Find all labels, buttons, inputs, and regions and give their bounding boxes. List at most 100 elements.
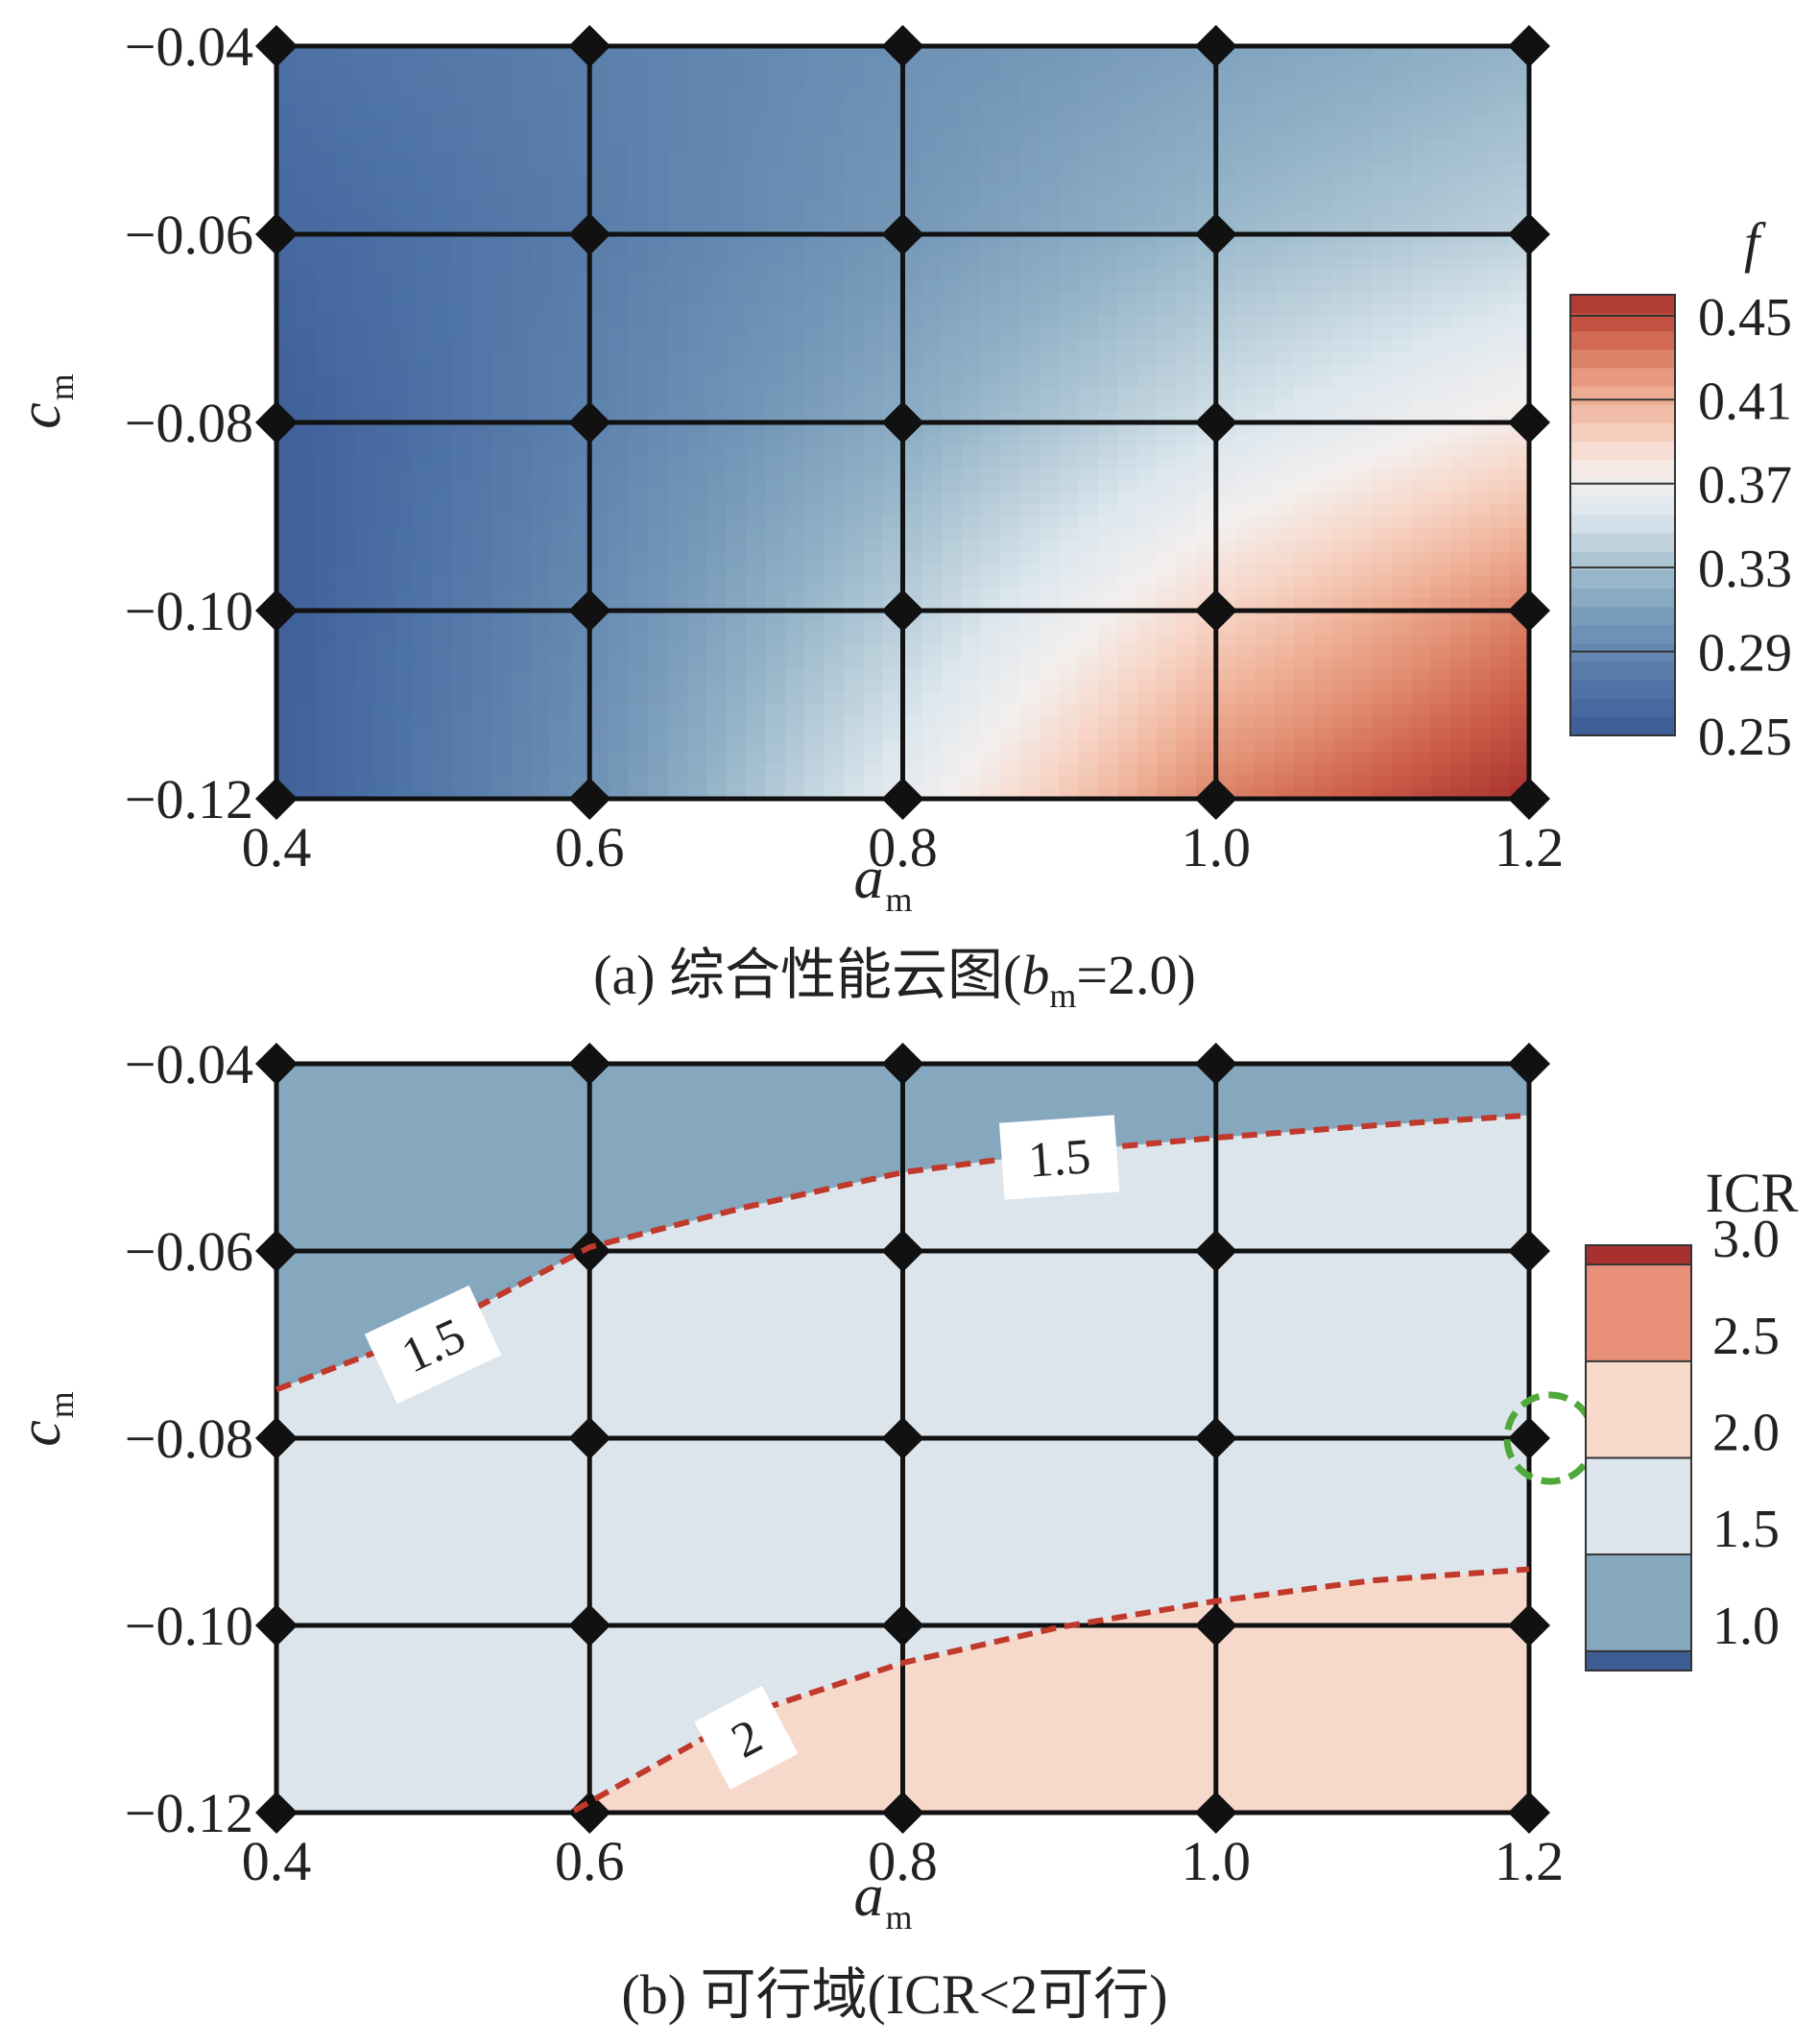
heatmap-cell	[746, 480, 767, 493]
heatmap-cell	[471, 775, 492, 788]
heatmap-cell	[746, 128, 767, 141]
heatmap-cell	[804, 728, 825, 741]
heatmap-cell	[726, 374, 747, 388]
contour-label-box	[998, 1115, 1120, 1200]
heatmap-cell	[550, 316, 571, 329]
heatmap-cell	[628, 751, 649, 764]
heatmap-cell	[275, 516, 297, 529]
heatmap-cell	[746, 280, 767, 294]
heatmap-cell	[315, 563, 336, 576]
heatmap-cell	[1352, 198, 1374, 211]
heatmap-cell	[511, 163, 532, 177]
heatmap-cell	[1078, 104, 1099, 117]
heatmap-cell	[1196, 634, 1217, 647]
heatmap-cell	[471, 445, 492, 459]
heatmap-cell	[726, 398, 747, 412]
heatmap-cell	[373, 257, 395, 271]
heatmap-cell	[1255, 92, 1276, 106]
heatmap-cell	[315, 739, 336, 753]
heatmap-cell	[334, 374, 356, 388]
heatmap-cell	[1255, 751, 1276, 764]
heatmap-cell	[373, 692, 395, 706]
heatmap-cell	[1332, 45, 1353, 59]
heatmap-cell	[1117, 410, 1138, 423]
heatmap-cell	[490, 151, 513, 164]
heatmap-cell	[1196, 540, 1217, 553]
heatmap-cell	[1000, 222, 1021, 235]
heatmap-cell	[394, 657, 415, 670]
heatmap-cell	[1509, 386, 1530, 399]
heatmap-cell	[490, 775, 513, 788]
heatmap-cell	[1274, 257, 1295, 271]
heatmap-cell	[1332, 645, 1353, 659]
heatmap-cell	[804, 421, 825, 435]
heatmap-cell	[1332, 410, 1353, 423]
heatmap-cell	[961, 469, 982, 482]
heatmap-cell	[726, 363, 747, 376]
heatmap-cell	[1313, 104, 1334, 117]
heatmap-cell	[550, 363, 571, 376]
heatmap-cell	[530, 292, 551, 305]
heatmap-cell	[1019, 681, 1041, 694]
heatmap-cell	[844, 551, 865, 565]
heatmap-cell	[1352, 233, 1374, 247]
heatmap-cell	[1274, 245, 1295, 258]
heatmap-cell	[394, 410, 415, 423]
heatmap-cell	[1489, 421, 1511, 435]
heatmap-cell	[667, 657, 688, 670]
heatmap-cell	[394, 374, 415, 388]
heatmap-cell	[354, 540, 375, 553]
heatmap-cell	[354, 739, 375, 753]
heatmap-cell	[961, 163, 982, 177]
heatmap-cell	[315, 621, 336, 635]
heatmap-cell	[1391, 269, 1413, 282]
heatmap-cell	[296, 493, 317, 506]
heatmap-cell	[1372, 645, 1393, 659]
heatmap-cell	[373, 621, 395, 635]
heatmap-cell	[1332, 292, 1353, 305]
heatmap-cell	[354, 45, 375, 59]
heatmap-cell	[1470, 398, 1491, 412]
heatmap-cell	[373, 45, 395, 59]
heatmap-cell	[863, 751, 884, 764]
heatmap-cell	[1430, 304, 1451, 318]
heatmap-cell	[511, 493, 532, 506]
heatmap-cell	[1059, 386, 1080, 399]
heatmap-cell	[315, 762, 336, 776]
heatmap-cell	[1215, 480, 1236, 493]
colorbar-tick-label: 2.5	[1712, 1307, 1780, 1366]
heatmap-cell	[1372, 668, 1393, 682]
heatmap-cell	[1117, 493, 1138, 506]
heatmap-cell	[452, 540, 473, 553]
heatmap-cell	[394, 551, 415, 565]
heatmap-cell	[1157, 574, 1178, 588]
heatmap-cell	[1294, 327, 1315, 341]
heatmap-cell	[1078, 445, 1099, 459]
heatmap-cell	[706, 775, 728, 788]
heatmap-cell	[550, 751, 571, 764]
heatmap-cell	[1470, 527, 1491, 541]
heatmap-cell	[1450, 739, 1471, 753]
heatmap-cell	[315, 657, 336, 670]
heatmap-cell	[1372, 634, 1393, 647]
heatmap-cell	[275, 728, 297, 741]
heatmap-cell	[1274, 233, 1295, 247]
heatmap-cell	[765, 128, 786, 141]
heatmap-cell	[354, 762, 375, 776]
heatmap-cell	[844, 728, 865, 741]
heatmap-cell	[530, 587, 551, 600]
heatmap-cell	[413, 57, 434, 70]
heatmap-cell	[471, 621, 492, 635]
heatmap-cell	[1157, 704, 1178, 717]
heatmap-cell	[863, 728, 884, 741]
heatmap-cell	[648, 292, 669, 305]
heatmap-cell	[941, 587, 963, 600]
heatmap-cell	[882, 445, 903, 459]
heatmap-cell	[863, 775, 884, 788]
heatmap-cell	[275, 657, 297, 670]
heatmap-cell	[1509, 151, 1530, 164]
heatmap-cell	[921, 786, 943, 800]
heatmap-cell	[1430, 151, 1451, 164]
heatmap-cell	[511, 692, 532, 706]
heatmap-cell	[315, 280, 336, 294]
